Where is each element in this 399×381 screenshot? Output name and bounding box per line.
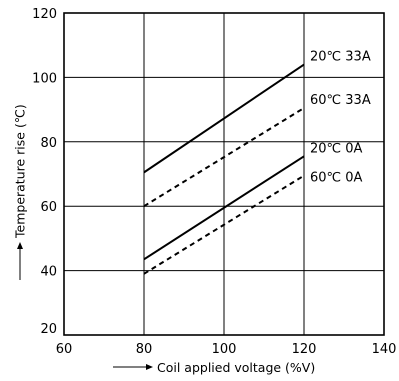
y-tick-label: 80: [40, 136, 57, 151]
series-line: [143, 155, 305, 261]
y-tick-label: 20: [40, 322, 57, 337]
x-axis-arrowhead: [146, 364, 153, 370]
y-tick-label: 40: [40, 265, 57, 280]
series-label: 20℃ 0A: [310, 141, 363, 156]
x-axis-label: Coil applied voltage (%V): [157, 360, 315, 375]
y-axis-label-group: Temperature rise (℃): [13, 104, 28, 280]
x-tick-label: 100: [212, 342, 237, 357]
x-tick-label: 80: [136, 342, 153, 357]
series-lines: [143, 63, 305, 275]
x-tick-label: 60: [56, 342, 73, 357]
series-line: [143, 107, 305, 208]
x-tick-label: 120: [292, 342, 317, 357]
y-tick-label: 60: [40, 200, 57, 215]
grid: [63, 12, 385, 336]
x-axis-label-group: Coil applied voltage (%V): [113, 360, 315, 375]
y-tick-labels: 20 40 60 80 100 120: [32, 7, 57, 337]
series-label: 60℃ 33A: [310, 93, 371, 108]
y-tick-label: 100: [32, 71, 57, 86]
series-label: 60℃ 0A: [310, 171, 363, 186]
series-line: [143, 174, 305, 275]
series-labels: 20℃ 33A 60℃ 33A 20℃ 0A 60℃ 0A: [310, 50, 371, 186]
y-tick-label: 120: [32, 7, 57, 22]
series-label: 20℃ 33A: [310, 50, 371, 65]
y-axis-label: Temperature rise (℃): [13, 104, 28, 239]
y-axis-arrowhead: [17, 242, 23, 249]
series-line: [143, 63, 305, 174]
x-tick-label: 140: [372, 342, 397, 357]
x-tick-labels: 60 80 100 120 140: [56, 342, 397, 357]
